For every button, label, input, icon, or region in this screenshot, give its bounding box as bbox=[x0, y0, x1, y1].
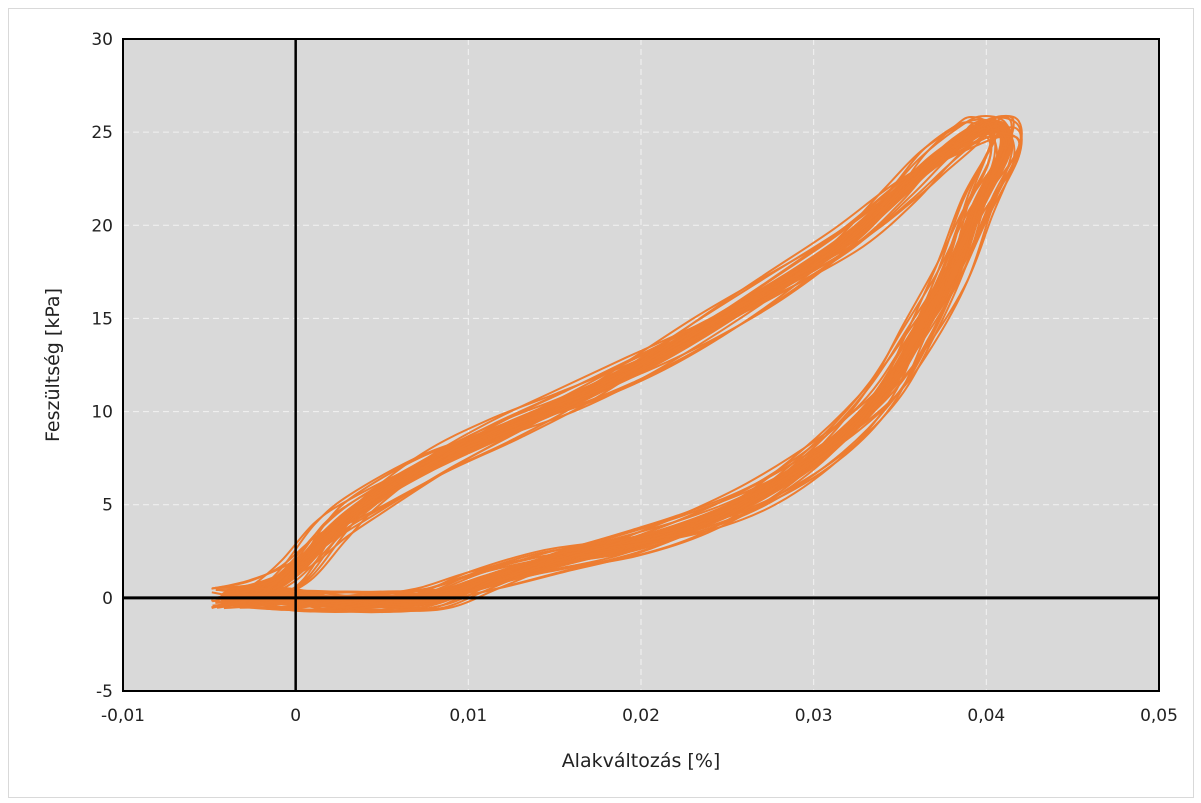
y-tick-label: 30 bbox=[91, 30, 113, 50]
data-series-cycle bbox=[212, 115, 997, 612]
x-tick-label: 0 bbox=[290, 706, 301, 726]
y-tick-label: 20 bbox=[91, 216, 113, 236]
y-tick-labels: -5 0 5 10 15 20 25 30 bbox=[91, 30, 113, 702]
y-tick-label: 10 bbox=[91, 403, 113, 423]
data-series-cycle bbox=[226, 131, 1022, 606]
loop-bundle bbox=[211, 114, 1023, 614]
x-tick-label: 0,01 bbox=[449, 706, 487, 726]
y-tick-label: 15 bbox=[91, 309, 113, 329]
x-tick-label: -0,01 bbox=[101, 706, 145, 726]
hysteresis-chart: -0,01 0 0,01 0,02 0,03 0,04 0,05 -5 0 5 10 15 20 25 3… bbox=[42, 30, 1178, 772]
y-tick-label: 0 bbox=[102, 589, 113, 609]
x-tick-labels: -0,01 0 0,01 0,02 0,03 0,04 0,05 bbox=[101, 706, 1178, 726]
x-tick-label: 0,03 bbox=[795, 706, 833, 726]
data-series-cycle bbox=[211, 127, 1008, 606]
data-series-cycle bbox=[211, 130, 1006, 610]
x-tick-label: 0,04 bbox=[967, 706, 1005, 726]
zero-axes bbox=[123, 39, 1159, 691]
data-series-cycle bbox=[211, 124, 1000, 612]
y-tick-label: 5 bbox=[102, 496, 113, 516]
y-tick-label: 25 bbox=[91, 123, 113, 143]
x-tick-label: 0,05 bbox=[1140, 706, 1178, 726]
plot-border bbox=[122, 38, 1160, 692]
x-tick-label: 0,02 bbox=[622, 706, 660, 726]
y-axis-title: Feszültség [kPa] bbox=[42, 288, 64, 442]
x-axis-title: Alakváltozás [%] bbox=[562, 750, 721, 772]
y-tick-label: -5 bbox=[96, 682, 113, 702]
chart-frame: -0,01 0 0,01 0,02 0,03 0,04 0,05 -5 0 5 10 15 20 25 3… bbox=[8, 8, 1194, 798]
